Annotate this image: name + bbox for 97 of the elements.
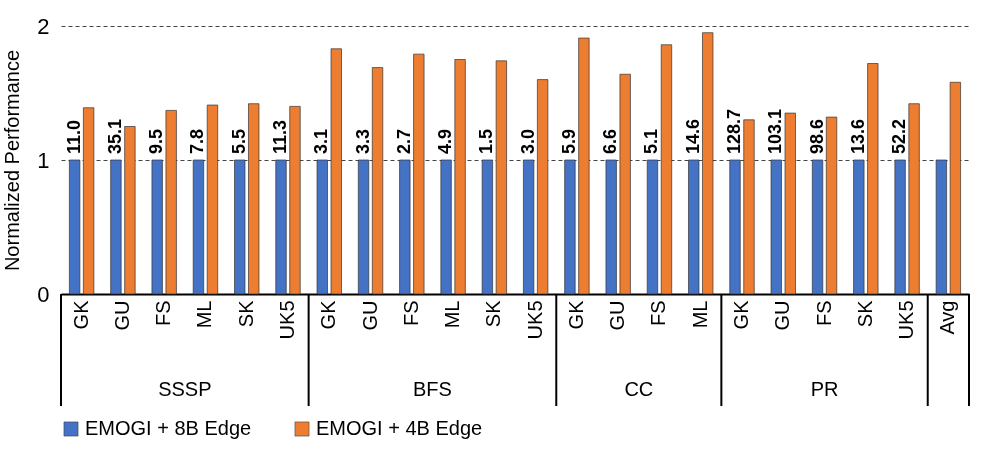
text: BFS bbox=[413, 378, 452, 400]
bar bbox=[770, 159, 782, 295]
bar bbox=[165, 110, 177, 295]
annotation: 4.9 bbox=[435, 128, 456, 154]
x-tick-label: GU bbox=[110, 300, 133, 331]
x-tick-label: GK bbox=[69, 299, 92, 330]
bar bbox=[413, 53, 425, 295]
bar bbox=[399, 159, 411, 295]
x-tick-label: ML bbox=[193, 300, 216, 329]
bar bbox=[523, 159, 535, 295]
bar bbox=[605, 159, 617, 295]
bar bbox=[811, 159, 824, 295]
x-tick-label: FS bbox=[152, 300, 175, 327]
bar bbox=[935, 159, 947, 295]
x-tick-label: GK bbox=[317, 299, 340, 330]
annotation: 3.1 bbox=[311, 128, 332, 154]
bar bbox=[729, 159, 741, 295]
x-tick-label: ML bbox=[688, 300, 711, 329]
x-tick-label: FS bbox=[812, 300, 835, 327]
x-tick-label: Avg bbox=[936, 300, 959, 335]
bar bbox=[110, 159, 122, 295]
text: SSSP bbox=[158, 378, 212, 400]
annotation: 3.0 bbox=[517, 128, 538, 154]
bar bbox=[784, 112, 796, 295]
bar bbox=[688, 159, 700, 295]
bar bbox=[248, 103, 260, 295]
bar bbox=[371, 67, 384, 295]
text: CC bbox=[624, 378, 654, 400]
y-tick-label: 2 bbox=[37, 13, 50, 39]
bar bbox=[481, 159, 493, 295]
annotation: 7.8 bbox=[187, 128, 208, 154]
bar bbox=[124, 126, 136, 295]
x-tick-label: GK bbox=[730, 299, 752, 330]
annotation: 103.1 bbox=[765, 108, 786, 154]
bar bbox=[206, 104, 219, 295]
x-tick-label: FS bbox=[399, 300, 422, 327]
bar bbox=[330, 48, 342, 295]
x-tick-label: UK5 bbox=[895, 300, 918, 340]
legend-label: EMOGI + 8B Edge bbox=[85, 417, 252, 439]
annotation: 35.1 bbox=[104, 118, 125, 154]
annotation: 5.9 bbox=[558, 128, 579, 154]
x-tick-label: SK bbox=[853, 299, 876, 328]
legend-label: EMOGI + 4B Edge bbox=[316, 417, 483, 439]
x-tick-label: UK5 bbox=[523, 300, 546, 340]
bar bbox=[275, 159, 287, 295]
bar bbox=[69, 159, 81, 295]
x-tick-label: GU bbox=[606, 300, 629, 331]
bar bbox=[702, 32, 714, 295]
annotation: 128.7 bbox=[724, 108, 744, 154]
annotation: 13.6 bbox=[847, 118, 868, 154]
annotation: 9.5 bbox=[146, 128, 167, 154]
x-tick-label: SK bbox=[482, 299, 505, 328]
annotation: 6.6 bbox=[600, 128, 621, 154]
x-tick-label: GU bbox=[771, 300, 794, 331]
annotation: 3.3 bbox=[352, 128, 373, 154]
y-axis-title: Normalized Performance bbox=[1, 49, 24, 272]
bar bbox=[660, 44, 673, 295]
bar bbox=[83, 107, 95, 295]
bar bbox=[289, 106, 301, 295]
bar bbox=[537, 79, 549, 295]
annotation: 98.6 bbox=[806, 118, 827, 154]
bar bbox=[619, 73, 631, 295]
annotation: 11.3 bbox=[270, 119, 290, 154]
y-tick-label: 1 bbox=[37, 147, 50, 173]
annotation: 52.2 bbox=[889, 118, 910, 154]
bar bbox=[867, 63, 879, 295]
bar bbox=[646, 159, 659, 295]
annotation: 5.1 bbox=[641, 128, 662, 154]
annotation: 1.5 bbox=[476, 128, 497, 154]
annotation: 2.7 bbox=[393, 128, 414, 154]
x-tick-label: GU bbox=[358, 300, 381, 331]
bar bbox=[316, 159, 328, 295]
bar bbox=[151, 159, 163, 295]
x-tick-label: FS bbox=[647, 300, 670, 327]
bar bbox=[949, 81, 961, 295]
bar bbox=[825, 116, 838, 295]
bar bbox=[908, 103, 920, 295]
x-tick-label: ML bbox=[441, 300, 464, 329]
bar bbox=[578, 37, 590, 295]
bar bbox=[894, 159, 906, 295]
bar bbox=[234, 159, 246, 295]
annotation: 14.6 bbox=[682, 118, 703, 154]
x-tick-label: UK5 bbox=[276, 300, 298, 340]
x-tick-label: SK bbox=[234, 299, 257, 328]
y-tick-label: 0 bbox=[37, 281, 50, 307]
bar bbox=[564, 159, 576, 295]
x-tick-label: GK bbox=[564, 299, 587, 330]
bar bbox=[853, 159, 865, 295]
bar bbox=[357, 159, 370, 295]
text: PR bbox=[810, 378, 839, 400]
bar bbox=[454, 59, 466, 295]
annotation: 5.5 bbox=[228, 128, 249, 154]
bar bbox=[440, 159, 452, 295]
bar bbox=[495, 60, 507, 295]
bar bbox=[743, 119, 755, 295]
bar bbox=[192, 159, 205, 295]
annotation: 11.0 bbox=[63, 119, 84, 154]
